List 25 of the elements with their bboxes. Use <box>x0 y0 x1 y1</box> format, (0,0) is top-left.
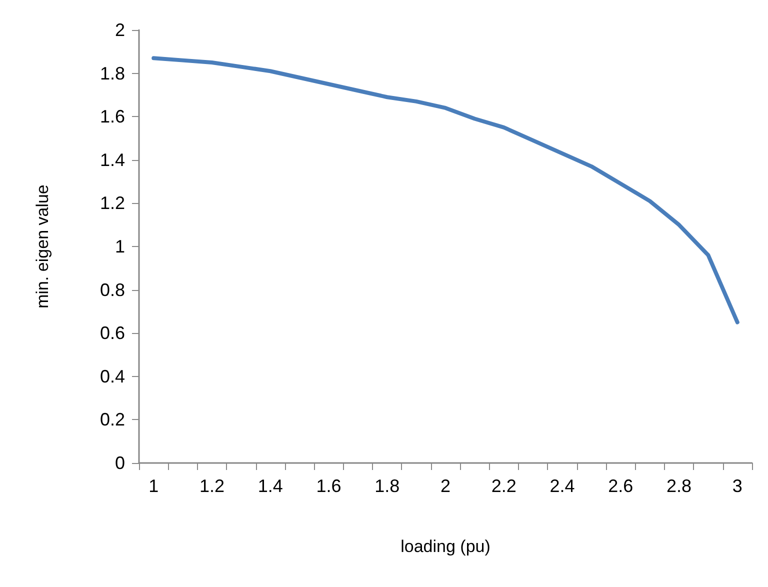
y-tick-label: 0.2 <box>100 410 125 430</box>
x-tick-label: 1.6 <box>316 476 342 496</box>
y-tick-label: 0 <box>114 453 125 473</box>
x-tick-label: 1 <box>148 476 159 496</box>
line-series <box>152 56 740 324</box>
y-axis-title: min. eigen value <box>33 184 52 308</box>
y-tick-label: 1.8 <box>100 63 125 84</box>
y-tick-label: 1.2 <box>100 193 125 214</box>
x-tick-label: 3 <box>732 476 742 496</box>
x-tick-label: 2.4 <box>550 476 575 496</box>
x-tick-label: 2 <box>440 476 451 496</box>
y-tick-label: 1.4 <box>100 150 125 170</box>
x-tick-label: 2.8 <box>666 476 692 496</box>
y-tick-label: 0.6 <box>100 323 125 344</box>
x-tick-label: 2.6 <box>608 476 634 496</box>
x-tick-label: 1.4 <box>258 476 283 496</box>
y-tick-label: 2 <box>114 20 125 40</box>
y-tick-label: 1 <box>114 236 125 256</box>
x-tick-label: 1.2 <box>199 476 224 496</box>
x-tick-label: 1.8 <box>374 476 400 496</box>
y-tick-label: 1.6 <box>100 106 125 127</box>
y-tick-label: 0.4 <box>100 366 125 386</box>
y-tick-label: 0.8 <box>100 280 125 300</box>
x-axis-title: loading (pu) <box>400 537 490 556</box>
x-tick-label: 2.2 <box>491 476 516 496</box>
